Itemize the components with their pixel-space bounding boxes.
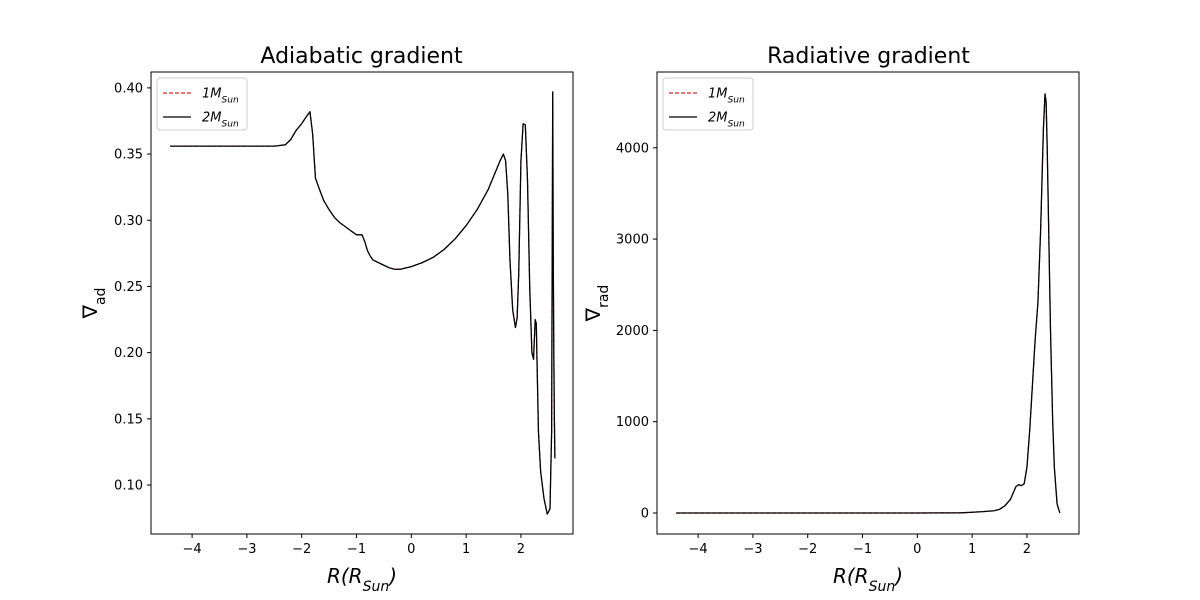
x-tick-label: 2 (517, 542, 525, 557)
x-tick-label: −1 (853, 542, 872, 557)
series-line-radiative-1 (676, 93, 1061, 514)
y-tick-label: 0.20 (114, 346, 143, 361)
series-line-adiabatic-1 (170, 91, 556, 515)
x-tick-label: −1 (347, 542, 366, 557)
y-tick-label: 0.10 (114, 479, 143, 494)
y-axis-label-radiative: ∇rad (581, 285, 612, 323)
x-tick-label: 0 (407, 542, 415, 557)
plot-area-radiative: −4 −3 −2 −1 0 1 2 0 1000 2000 3000 4000 R(RSun) ∇rad 1… (581, 71, 1080, 595)
y-tick-label: 0.35 (114, 148, 143, 163)
x-tick-label: −2 (292, 542, 311, 557)
x-tick-label: 2 (1023, 542, 1031, 557)
series-line-adiabatic-0 (170, 91, 556, 515)
x-tick-label: 0 (913, 542, 921, 557)
y-tick-label: 0.15 (114, 412, 143, 427)
y-tick-label: 0.25 (114, 280, 143, 295)
legend-radiative: 1MSun 2MSun (662, 77, 754, 131)
x-axis-label-radiative: R(RSun) (833, 564, 903, 595)
chart-title-adiabatic: Adiabatic gradient (260, 44, 463, 69)
y-tick-label: 3000 (616, 233, 649, 248)
chart-title-radiative: Radiative gradient (767, 44, 970, 69)
chart-panel-adiabatic: Adiabatic gradient −4 −3 −2 −1 0 1 2 0.10 0.15 0.… (78, 44, 574, 595)
legend-entry-label: 1MSun (202, 87, 239, 106)
legend-entry-label: 2MSun (708, 111, 745, 130)
y-tick-label: 0.30 (114, 214, 143, 229)
x-tick-label: 1 (462, 542, 470, 557)
y-tick-label: 0.40 (114, 81, 143, 96)
legend-adiabatic: 1MSun 2MSun (156, 77, 248, 131)
legend-entry-label: 1MSun (708, 87, 745, 106)
x-tick-label: −4 (183, 542, 202, 557)
y-tick-label: 1000 (616, 415, 649, 430)
x-tick-label: 1 (968, 542, 976, 557)
series-line-radiative-0 (676, 93, 1061, 514)
y-axis-label-adiabatic: ∇ad (78, 288, 109, 320)
x-tick-label: −3 (237, 542, 256, 557)
axes-frame-radiative (656, 71, 1080, 535)
y-tick-label: 0 (641, 507, 649, 522)
legend-entry-label: 2MSun (202, 111, 239, 130)
y-tick-label: 4000 (616, 141, 649, 156)
x-axis-label-adiabatic: R(RSun) (327, 564, 397, 595)
axes-frame-adiabatic (150, 71, 574, 535)
y-tick-label: 2000 (616, 324, 649, 339)
x-tick-label: −4 (689, 542, 708, 557)
x-tick-label: −3 (743, 542, 762, 557)
x-tick-label: −2 (798, 542, 817, 557)
plot-area-adiabatic: −4 −3 −2 −1 0 1 2 0.10 0.15 0.20 0.25 0.30 0.35 0.40 R… (78, 71, 574, 595)
chart-panel-radiative: Radiative gradient −4 −3 −2 −1 0 1 2 0 1000 2000 3… (581, 44, 1080, 595)
